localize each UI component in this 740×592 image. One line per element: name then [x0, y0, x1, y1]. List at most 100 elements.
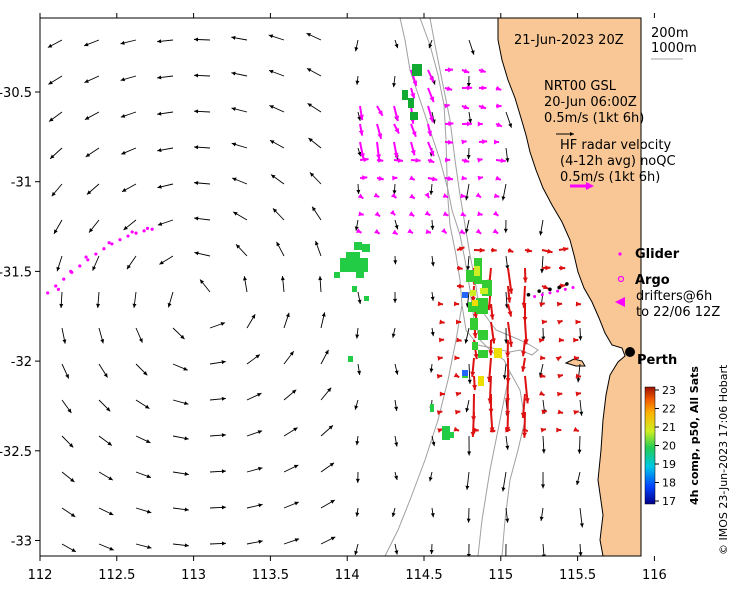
current-arrowhead — [446, 86, 453, 92]
current-arrowhead — [508, 288, 514, 294]
current-arrowhead — [542, 284, 549, 290]
sst-pixel — [442, 426, 450, 440]
current-arrowhead — [505, 352, 511, 358]
current-arrowhead — [321, 312, 326, 317]
y-tick-label: -30.5 — [0, 86, 32, 101]
current-arrowhead — [312, 206, 317, 212]
current-arrowhead — [473, 353, 479, 360]
current-arrowhead — [428, 158, 435, 163]
current-arrowhead — [157, 39, 162, 44]
current-arrowhead — [180, 334, 185, 340]
current-arrowhead — [429, 190, 434, 195]
current-arrowhead — [354, 226, 359, 231]
current-arrowhead — [424, 192, 430, 198]
current-arrowhead — [236, 244, 241, 249]
current-arrowhead — [558, 337, 564, 343]
current-arrowhead — [231, 35, 236, 40]
current-arrowhead — [84, 42, 89, 47]
current-arrowhead — [257, 430, 263, 434]
current-arrowhead — [394, 43, 399, 49]
current-arrowhead — [257, 393, 262, 397]
argo-icon — [617, 275, 625, 283]
radar-title-2: (4-12h avg) noQC — [560, 154, 676, 169]
current-arrowhead — [467, 451, 472, 456]
current-arrowhead — [307, 103, 312, 108]
current-arrowhead — [221, 396, 226, 401]
current-arrowhead — [194, 145, 199, 150]
drifter-point — [565, 282, 569, 286]
y-tick-label: -31 — [11, 176, 32, 191]
current-arrowhead — [461, 139, 467, 145]
current-arrowhead — [524, 398, 530, 404]
current-arrowhead — [481, 85, 487, 91]
sst-pixel — [450, 432, 454, 438]
current-arrowhead — [526, 247, 533, 253]
current-arrowhead — [84, 115, 90, 120]
current-arrowhead — [103, 373, 108, 378]
current-arrowhead — [481, 139, 488, 145]
drifter-point — [533, 295, 537, 299]
current-arrowhead — [489, 427, 496, 433]
current-arrowhead — [184, 471, 189, 476]
current-arrowhead — [255, 354, 260, 359]
colorbar-tick-label: 17 — [662, 495, 676, 508]
current-arrowhead — [573, 337, 579, 343]
current-arrowhead — [389, 209, 396, 216]
current-arrowhead — [146, 509, 152, 514]
current-arrowhead — [354, 47, 359, 52]
current-arrowhead — [455, 409, 461, 415]
current-arrowhead — [268, 34, 274, 39]
current-arrowhead — [221, 505, 226, 510]
current-arrowhead — [488, 408, 494, 414]
current-arrowhead — [458, 246, 465, 252]
current-arrowhead — [120, 113, 126, 118]
y-tick-label: -33 — [11, 535, 32, 550]
current-arrowhead — [442, 211, 449, 216]
current-arrowhead — [430, 513, 435, 518]
drifter-point — [556, 289, 560, 293]
sst-pixel — [480, 288, 488, 294]
current-arrowhead — [521, 350, 527, 357]
colorbar-tick-label: 20 — [662, 440, 676, 453]
current-arrowhead — [466, 518, 471, 523]
drifter-icon — [615, 297, 625, 307]
sst-pixel — [334, 272, 340, 278]
current-arrowhead — [194, 37, 199, 42]
current-arrowhead — [428, 476, 433, 482]
current-arrowhead — [557, 320, 563, 325]
current-arrowhead — [466, 82, 471, 88]
current-arrowhead — [429, 116, 434, 123]
current-arrowhead — [411, 131, 417, 137]
sst-pixel — [478, 330, 488, 340]
drifter-point — [548, 291, 552, 295]
current-arrowhead — [354, 550, 359, 556]
current-arrowhead — [293, 464, 299, 469]
current-arrowhead — [392, 229, 398, 235]
current-arrowhead — [507, 311, 513, 317]
current-arrowhead — [324, 349, 329, 355]
sst-pixels — [334, 64, 502, 440]
current-arrowhead — [159, 260, 164, 265]
sst-pixel — [362, 244, 370, 252]
current-arrowhead — [459, 229, 465, 234]
current-arrowhead — [221, 433, 226, 438]
sst-pixel — [408, 98, 414, 108]
current-arrowhead — [315, 240, 319, 246]
current-arrowhead — [466, 121, 473, 127]
sst-pixel — [474, 266, 480, 276]
glider-point — [94, 252, 98, 256]
current-arrowhead — [85, 152, 91, 157]
current-arrowhead — [460, 193, 466, 199]
current-arrowhead — [437, 355, 443, 361]
current-arrowhead — [447, 176, 453, 181]
current-arrowhead — [461, 175, 467, 181]
current-arrowhead — [575, 301, 581, 307]
current-arrowhead — [578, 552, 583, 556]
current-arrowhead — [557, 409, 563, 415]
current-arrowhead — [71, 548, 76, 552]
current-arrowhead — [472, 384, 478, 391]
x-tick-label: 115.5 — [559, 568, 596, 583]
glider-point — [70, 270, 74, 275]
current-arrowhead — [121, 150, 126, 155]
current-arrowhead — [355, 80, 360, 85]
